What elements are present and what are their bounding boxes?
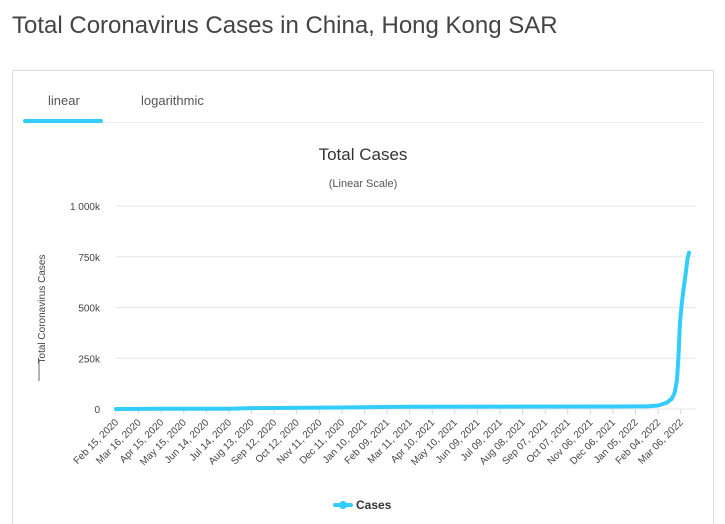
- y-tick-label: 500k: [78, 304, 101, 315]
- tab-linear[interactable]: linear: [48, 93, 80, 108]
- y-tick-label: 0: [94, 405, 100, 416]
- page-title: Total Coronavirus Cases in China, Hong K…: [12, 12, 558, 39]
- cases-chart: Total Cases (Linear Scale) 0 250k 500k 750k…: [37, 145, 695, 512]
- active-tab-indicator: [23, 119, 103, 123]
- scale-tabs: linear logarithmic: [23, 71, 705, 123]
- y-tick-label: 1 000k: [70, 202, 101, 213]
- series-layer: [114, 250, 691, 411]
- series-line-cases[interactable]: [114, 250, 691, 411]
- legend[interactable]: Cases: [333, 498, 392, 512]
- legend-label-cases[interactable]: Cases: [356, 498, 392, 512]
- grid-lines: [116, 205, 695, 410]
- legend-marker-cases: [339, 501, 347, 509]
- y-axis-ticks: 0 250k 500k 750k 1 000k: [70, 202, 101, 416]
- chart-subtitle: (Linear Scale): [329, 178, 397, 190]
- y-tick-label: 250k: [78, 354, 101, 365]
- tab-logarithmic[interactable]: logarithmic: [141, 93, 204, 108]
- y-axis-label: Total Coronavirus Cases: [37, 255, 48, 364]
- chart-title: Total Cases: [319, 145, 408, 164]
- chart-card: linear logarithmic Total Cases (Linear S…: [12, 70, 714, 524]
- y-tick-label: 750k: [78, 253, 101, 264]
